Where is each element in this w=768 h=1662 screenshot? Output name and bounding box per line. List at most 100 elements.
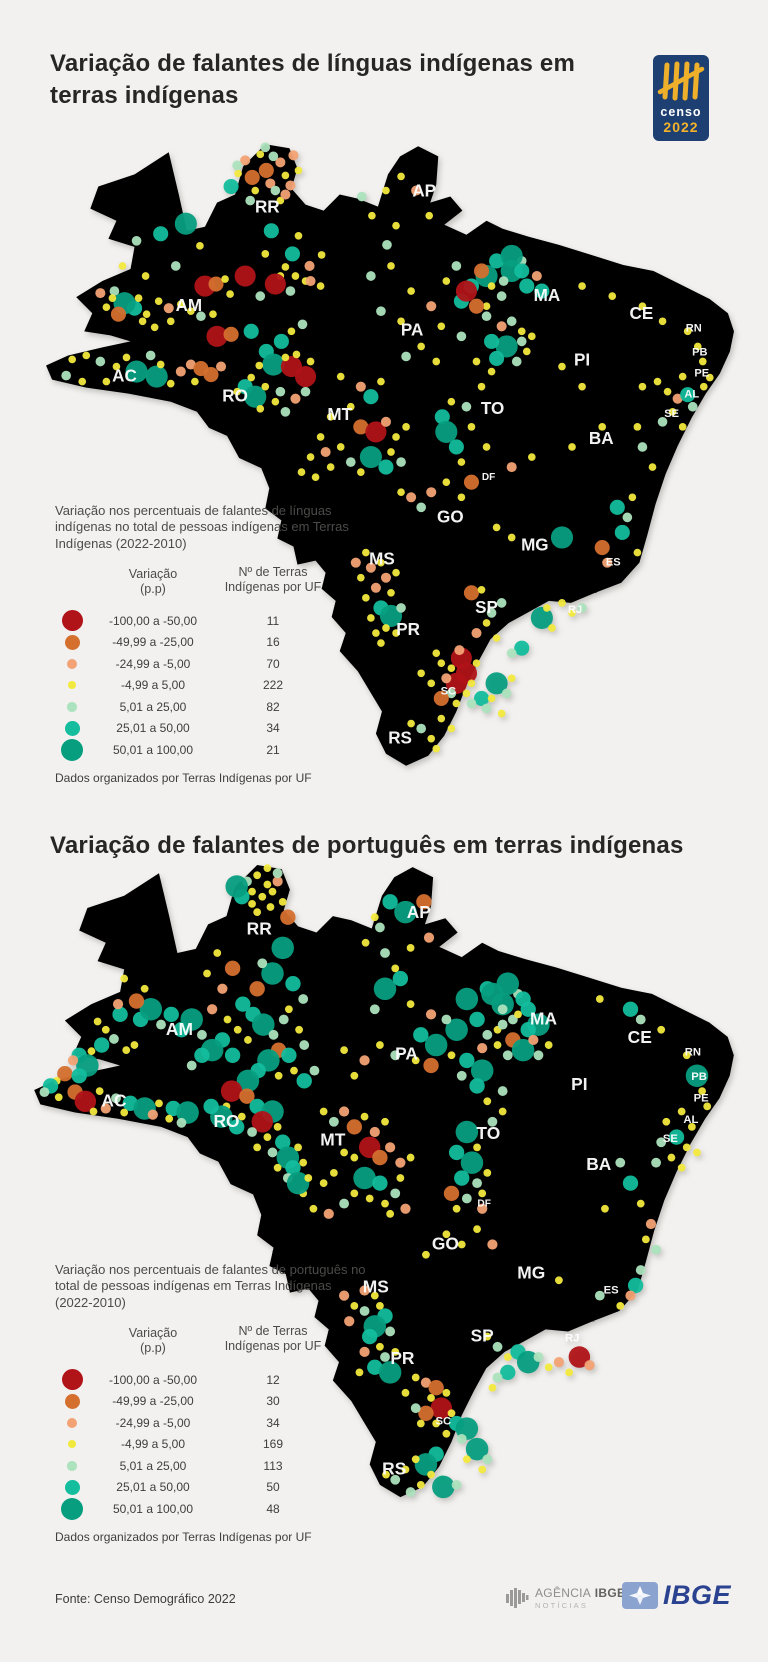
land-variation-dot xyxy=(304,260,315,271)
land-variation-dot xyxy=(370,1291,379,1300)
state-label-DF: DF xyxy=(477,1199,491,1210)
map-indigenous-languages: RR AP AM PA MA CE PI TO BA AC RO MT GO MG MS SP PR RS RN PB… xyxy=(46,142,734,766)
land-variation-dot xyxy=(473,1143,481,1152)
land-variation-dot xyxy=(385,1142,396,1153)
state-label-SC: SC xyxy=(436,1416,452,1428)
land-variation-dot xyxy=(294,166,303,175)
land-variation-dot xyxy=(362,548,370,557)
land-variation-dot xyxy=(357,468,365,476)
land-variation-dot xyxy=(223,178,239,195)
land-variation-dot xyxy=(368,211,376,220)
land-variation-dot xyxy=(273,1122,282,1131)
land-variation-dot xyxy=(392,970,409,987)
land-variation-dot xyxy=(197,1029,207,1040)
legend-footnote: Dados organizados por Terras Indígenas p… xyxy=(55,770,312,785)
state-label-GO: GO xyxy=(437,507,464,526)
land-variation-dot xyxy=(166,379,175,388)
land-variation-dot xyxy=(483,1332,492,1341)
land-variation-dot xyxy=(435,420,458,443)
land-variation-dot xyxy=(463,585,480,601)
land-variation-dot xyxy=(502,1050,513,1061)
land-variation-dot xyxy=(291,272,300,280)
land-variation-dot xyxy=(120,974,129,983)
land-variation-dot xyxy=(487,694,496,703)
land-variation-dot xyxy=(406,1000,415,1009)
land-variation-dot xyxy=(297,319,308,330)
land-variation-dot xyxy=(373,977,397,1001)
land-variation-dot xyxy=(602,557,613,568)
land-variation-dot xyxy=(481,311,492,322)
land-variation-dot xyxy=(456,1070,467,1081)
land-variation-dot xyxy=(663,387,672,396)
land-variation-dot xyxy=(206,325,228,347)
land-variation-dot xyxy=(299,1158,308,1167)
land-variation-dot xyxy=(281,171,290,180)
land-variation-dot xyxy=(247,1127,257,1137)
land-variation-dot xyxy=(156,1019,166,1030)
land-variation-dot xyxy=(442,1230,451,1239)
land-variation-dot xyxy=(467,679,476,688)
legend-rows: -100,00 a -50,00 12 -49,99 a -25,00 30 -24,9… xyxy=(55,1369,367,1520)
legend-class-dot xyxy=(61,739,83,761)
land-variation-dot xyxy=(483,1169,492,1177)
land-variation-dot xyxy=(317,251,326,259)
land-variation-dot xyxy=(271,936,294,960)
land-variation-dot xyxy=(492,634,501,642)
land-variation-dot xyxy=(285,976,301,992)
land-variation-dot xyxy=(281,1047,297,1063)
land-variation-dot xyxy=(100,1103,111,1114)
land-variation-dot xyxy=(656,1137,667,1148)
land-variation-dot xyxy=(454,1170,470,1186)
land-variation-dot xyxy=(443,1185,460,1202)
land-variation-dot xyxy=(638,382,647,391)
state-label-PR: PR xyxy=(390,1348,415,1368)
land-variation-dot xyxy=(477,585,486,594)
land-variation-dot xyxy=(372,629,380,637)
land-variation-dot xyxy=(427,1394,435,1402)
land-variation-dot xyxy=(232,160,242,171)
land-variation-dot xyxy=(447,664,456,673)
land-variation-dot xyxy=(220,1080,243,1102)
land-variation-dot xyxy=(406,492,417,503)
land-variation-dot xyxy=(598,423,607,431)
land-variation-dot xyxy=(223,326,239,342)
land-variation-dot xyxy=(533,1352,544,1362)
land-variation-dot xyxy=(256,404,265,413)
land-variation-dot xyxy=(495,335,518,358)
land-variation-dot xyxy=(255,361,264,370)
agencia-ibge-noticias-logo: AGÊNCIA IBGE NOTÍCIAS xyxy=(505,1585,625,1611)
state-label-MT: MT xyxy=(320,1129,345,1149)
legend-range-label: -49,99 a -25,00 xyxy=(112,1394,194,1409)
land-variation-dot xyxy=(359,445,382,469)
state-label-RN: RN xyxy=(685,1046,701,1058)
land-variation-dot xyxy=(118,262,127,270)
land-variation-dot xyxy=(487,367,496,376)
land-variation-dot xyxy=(425,211,434,220)
land-variation-dot xyxy=(392,629,400,637)
land-variation-dot xyxy=(492,523,501,532)
land-variation-dot xyxy=(584,1360,595,1371)
land-variation-dot xyxy=(482,1029,493,1040)
land-variation-dot xyxy=(357,573,365,582)
state-label-SE: SE xyxy=(663,1133,679,1145)
ibge-wordmark: IBGE xyxy=(663,1580,732,1610)
land-variation-dot xyxy=(578,382,586,391)
land-variation-dot xyxy=(285,286,296,296)
land-variation-dot xyxy=(294,231,303,240)
map-dots-layer xyxy=(39,864,712,1499)
land-variation-dot xyxy=(441,673,452,684)
land-variation-dot xyxy=(369,1126,380,1138)
land-variation-dot xyxy=(263,223,279,239)
land-variation-dot xyxy=(416,894,432,910)
land-variation-dot xyxy=(376,306,386,317)
state-label-SP: SP xyxy=(471,1326,494,1346)
land-variation-dot xyxy=(292,350,301,359)
land-variation-dot xyxy=(95,288,106,299)
land-variation-dot xyxy=(498,276,509,286)
land-variation-dot xyxy=(350,1189,359,1198)
land-variation-dot xyxy=(648,463,657,471)
legend-range-label: 25,01 a 50,00 xyxy=(116,721,190,736)
land-variation-dot xyxy=(372,1149,388,1166)
land-variation-dot xyxy=(427,679,436,688)
legend-class-dot xyxy=(61,1369,83,1391)
